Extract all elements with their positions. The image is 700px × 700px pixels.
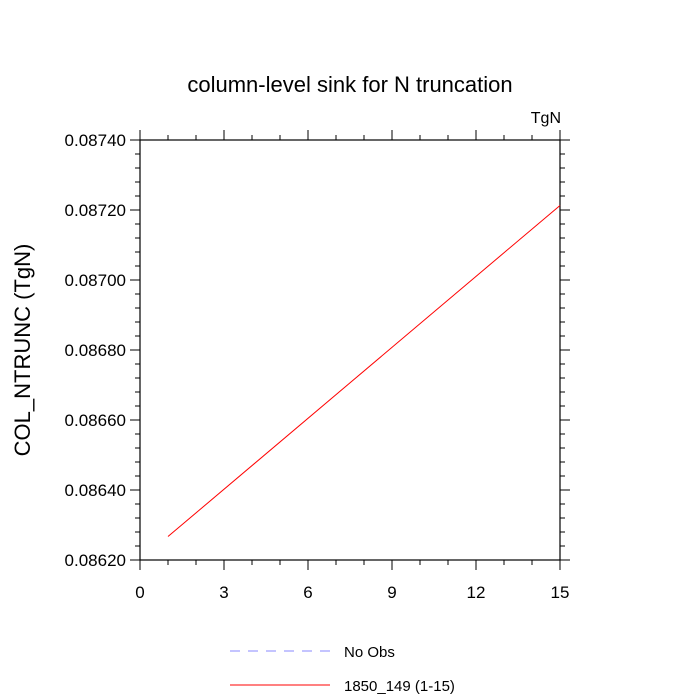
y-tick-label: 0.08700 [65,271,126,290]
series-layer [167,205,561,537]
legend: No Obs 1850_149 (1-15) [230,644,455,695]
plot-frame [139,139,561,561]
y-tick-label: 0.08620 [65,551,126,570]
y-tick-label: 0.08680 [65,341,126,360]
x-tick-label: 12 [467,583,486,602]
axis-ticks [130,130,570,570]
y-tick-label: 0.08640 [65,481,126,500]
x-tick-label: 3 [219,583,228,602]
units-label: TgN [531,110,561,127]
y-axis-label: COL_NTRUNC (TgN) [10,244,35,457]
legend-label-1850-149: 1850_149 (1-15) [344,678,455,695]
x-tick-label: 15 [551,583,570,602]
x-tick-label: 9 [387,583,396,602]
chart-title: column-level sink for N truncation [187,72,512,97]
x-tick-label: 6 [303,583,312,602]
x-tick-labels: 0 3 6 9 12 15 [135,583,569,602]
y-tick-label: 0.08720 [65,201,126,220]
x-tick-label: 0 [135,583,144,602]
y-tick-labels: 0.08620 0.08640 0.08660 0.08680 0.08700 0.087… [65,131,126,570]
series-line-1 [167,205,561,537]
y-tick-label: 0.08740 [65,131,126,150]
y-tick-label: 0.08660 [65,411,126,430]
legend-label-no-obs: No Obs [344,644,395,661]
